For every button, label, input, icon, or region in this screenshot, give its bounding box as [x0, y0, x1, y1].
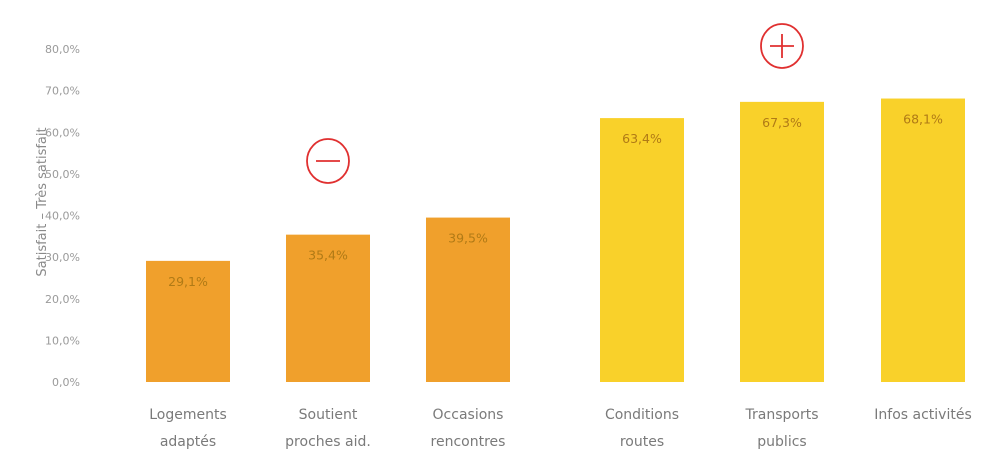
bar	[426, 217, 510, 382]
bar	[146, 260, 230, 382]
bar	[286, 234, 370, 382]
data-label: 29,1%	[168, 274, 208, 289]
y-tick-label: 40,0%	[45, 210, 80, 223]
bar	[881, 98, 965, 382]
category-label: Logements adaptés	[149, 407, 227, 450]
x-axis: Logements adaptés Soutient proches aid. Occa…	[149, 407, 972, 450]
plus-circle-icon	[760, 23, 804, 69]
y-tick-label: 20,0%	[45, 293, 80, 306]
data-label: 35,4%	[308, 248, 348, 263]
y-tick-label: 80,0%	[45, 43, 80, 56]
y-axis: 0,0% 10,0% 20,0% 30,0% 40,0% 50,0% 60,0% 70,0% 8…	[45, 43, 80, 389]
category-label: Transports publics	[745, 407, 819, 450]
y-axis-title: Satisfait – Très satisfait	[35, 127, 50, 276]
y-tick-label: 30,0%	[45, 251, 80, 264]
y-tick-label: 10,0%	[45, 334, 80, 347]
category-label: Conditions routes	[605, 407, 679, 450]
category-label: Soutient proches aid.	[285, 407, 371, 450]
y-tick-label: 0,0%	[52, 376, 80, 389]
data-label: 63,4%	[622, 131, 662, 146]
data-labels: 29,1% 35,4% 39,5% 63,4% 67,3% 68,1%	[168, 112, 943, 289]
bars	[146, 98, 965, 383]
data-label: 67,3%	[762, 115, 802, 130]
annotations	[306, 23, 804, 184]
data-label: 39,5%	[448, 231, 488, 246]
bar	[600, 118, 684, 382]
category-label: Infos activités	[874, 407, 971, 423]
y-tick-label: 50,0%	[45, 168, 80, 181]
data-label: 68,1%	[903, 112, 943, 127]
y-tick-label: 60,0%	[45, 126, 80, 139]
bar	[740, 101, 824, 383]
category-label: Occasions rencontres	[431, 407, 506, 450]
y-tick-label: 70,0%	[45, 85, 80, 98]
minus-circle-icon	[306, 138, 350, 184]
